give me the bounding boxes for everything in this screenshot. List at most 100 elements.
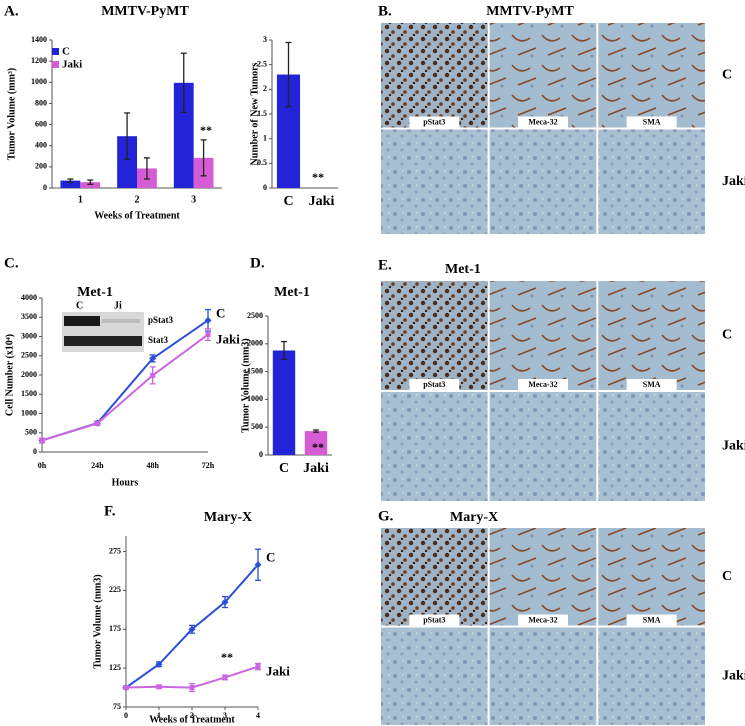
chart-title: Mary-X xyxy=(204,510,252,525)
row-label: C xyxy=(722,328,732,343)
series-label: Jaki xyxy=(216,332,240,347)
legend-label: C xyxy=(62,46,70,58)
bar xyxy=(60,180,81,188)
marker xyxy=(254,561,262,569)
y-tick-label: 275 xyxy=(109,546,121,555)
stain-label: pStat3 xyxy=(423,380,445,389)
blot-band xyxy=(64,336,142,346)
blot-band xyxy=(64,316,100,326)
y-tick-label: 2500 xyxy=(247,311,263,320)
micrograph xyxy=(489,528,597,626)
y-tick-label: 500 xyxy=(25,428,37,437)
chart-title: Met-1 xyxy=(77,285,113,300)
y-tick-label: 0 xyxy=(259,450,263,459)
marker xyxy=(255,664,261,670)
y-axis-label: Cell Number (x10⁴) xyxy=(4,334,15,416)
y-tick-label: 1500 xyxy=(247,366,263,375)
x-tick-label: 3 xyxy=(223,711,227,720)
series-line xyxy=(41,333,209,442)
marker xyxy=(156,684,162,690)
panel-label: F. xyxy=(104,503,116,519)
y-tick-label: 1000 xyxy=(31,77,47,86)
chart-title: Met-1 xyxy=(274,285,310,300)
y-tick-label: 0 xyxy=(43,183,47,192)
bar xyxy=(80,182,101,188)
stain-label: SMA xyxy=(643,117,661,126)
y-tick-label: 1 xyxy=(263,133,267,142)
y-tick-label: 400 xyxy=(35,141,47,150)
y-tick-label: 1.5 xyxy=(257,109,267,118)
micrograph xyxy=(598,281,705,390)
marker xyxy=(39,437,45,443)
annotation: ** xyxy=(312,440,324,454)
marker xyxy=(204,316,212,324)
panel-label: E. xyxy=(378,257,392,273)
stain-label: SMA xyxy=(643,615,661,624)
chart-title: MMTV-PyMT xyxy=(101,4,189,19)
marker xyxy=(222,674,228,680)
y-tick-label: 0.5 xyxy=(257,158,267,167)
marker xyxy=(94,421,100,427)
micrograph xyxy=(598,129,705,234)
marker xyxy=(205,332,211,338)
x-tick-label: 1 xyxy=(78,194,83,205)
marker xyxy=(188,625,196,633)
y-tick-label: 800 xyxy=(35,98,47,107)
lane-label: Ji xyxy=(114,300,122,311)
panel-label: D. xyxy=(250,255,265,271)
stain-label-box xyxy=(626,116,677,128)
stain-label-box xyxy=(409,379,460,390)
y-tick-label: 0 xyxy=(263,183,267,192)
y-tick-label: 1000 xyxy=(247,394,263,403)
y-tick-label: 1400 xyxy=(31,35,47,44)
row-label: C xyxy=(722,569,732,584)
panel-title: Met-1 xyxy=(445,262,481,277)
y-tick-label: 3 xyxy=(263,35,267,44)
blot-band xyxy=(102,319,140,323)
x-tick-label: 3 xyxy=(191,194,196,205)
row-label: C xyxy=(722,67,732,82)
x-tick-label: 1 xyxy=(157,711,161,720)
x-tick-label: C xyxy=(283,194,293,209)
y-tick-label: 3500 xyxy=(21,312,37,321)
x-tick-label: 0 xyxy=(124,711,128,720)
micrograph xyxy=(381,392,488,501)
y-tick-label: 4000 xyxy=(21,293,37,302)
y-tick-label: 3000 xyxy=(21,331,37,340)
panel-title: Mary-X xyxy=(450,510,498,525)
lane-label: C xyxy=(76,300,83,311)
panel-title: MMTV-PyMT xyxy=(486,4,574,19)
bar xyxy=(276,74,301,188)
y-tick-label: 1500 xyxy=(21,389,37,398)
micrograph xyxy=(489,627,597,725)
y-tick-label: 2000 xyxy=(21,370,37,379)
y-tick-label: 175 xyxy=(109,624,121,633)
y-tick-label: 225 xyxy=(109,585,121,594)
micrograph xyxy=(489,23,597,128)
y-axis-label: Tumor Volume (mm³) xyxy=(6,68,17,160)
marker xyxy=(150,372,156,378)
micrograph xyxy=(598,627,705,725)
x-tick-label: 4 xyxy=(256,711,260,720)
marker xyxy=(189,685,195,691)
micrograph xyxy=(381,627,488,725)
x-axis-label: Weeks of Treatment xyxy=(149,714,235,725)
stain-label-box xyxy=(409,116,460,128)
micrograph xyxy=(598,528,705,626)
y-axis-label: Tumor Volume (mm3) xyxy=(240,338,251,432)
series-label: Jaki xyxy=(266,664,290,679)
annotation: ** xyxy=(221,650,233,664)
y-tick-label: 2000 xyxy=(247,339,263,348)
panel-label: C. xyxy=(4,255,19,271)
x-tick-label: Jaki xyxy=(303,461,329,476)
panel-label: B. xyxy=(378,3,392,19)
y-tick-label: 1000 xyxy=(21,408,37,417)
micrograph xyxy=(381,281,488,390)
x-tick-label: Jaki xyxy=(309,194,335,209)
series-label: C xyxy=(266,550,275,565)
x-tick-label: 2 xyxy=(190,711,194,720)
stain-label-box xyxy=(518,379,568,390)
micrograph xyxy=(598,23,705,128)
x-tick-label: C xyxy=(279,461,289,476)
y-tick-label: 600 xyxy=(35,119,47,128)
